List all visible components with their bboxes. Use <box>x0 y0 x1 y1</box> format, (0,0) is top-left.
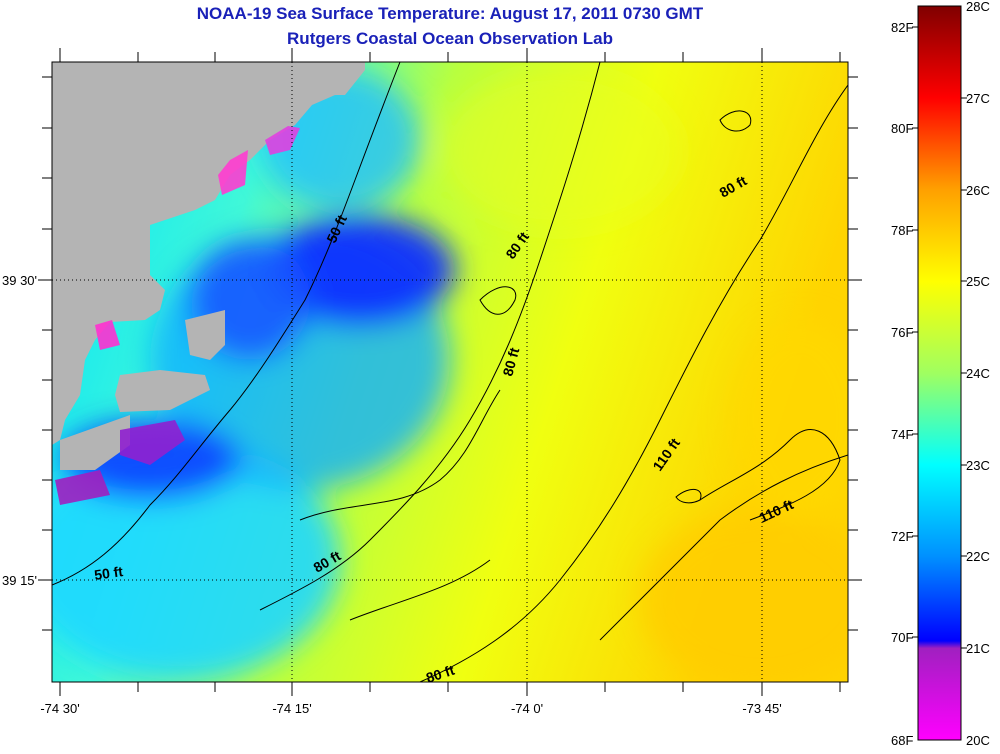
bathymetry-contours <box>52 62 848 682</box>
colorbar-label-c: 21C <box>966 641 990 656</box>
colorbar-label-c: 25C <box>966 274 990 289</box>
map-frame <box>51 61 849 683</box>
map-title: NOAA-19 Sea Surface Temperature: August … <box>196 4 704 23</box>
colorbar-label-f: 82F <box>891 20 913 35</box>
lat-label: 39 15' <box>2 573 37 588</box>
contour-label: 80 ft <box>499 346 522 378</box>
colorbar-fahrenheit-labels: 82F 80F 78F 76F 74F 72F 70F 68F <box>891 20 913 748</box>
map-subtitle: Rutgers Coastal Ocean Observation Lab <box>287 29 613 48</box>
colorbar-label-f: 78F <box>891 223 913 238</box>
colorbar-label-c: 23C <box>966 458 990 473</box>
colorbar-label-f: 70F <box>891 630 913 645</box>
colorbar-label-c: 26C <box>966 183 990 198</box>
colorbar-celsius-labels: 28C 27C 26C 25C 24C 23C 22C 21C 20C <box>966 0 990 748</box>
colorbar-gradient <box>917 5 962 741</box>
temperature-colorbar: 82F 80F 78F 76F 74F 72F 70F 68F 28C 27C … <box>891 0 990 748</box>
lon-label: -74 15' <box>272 701 311 716</box>
lon-label: -74 0' <box>511 701 543 716</box>
longitude-axis-labels: -74 30' -74 15' -74 0' -73 45' <box>40 701 781 716</box>
lon-label: -74 30' <box>40 701 79 716</box>
colorbar-label-c: 20C <box>966 733 990 748</box>
map-gridlines <box>52 62 848 682</box>
nearshore-cold-fringe <box>55 126 300 505</box>
map-tick-marks <box>38 48 862 696</box>
lon-label: -73 45' <box>742 701 781 716</box>
latitude-axis-labels: 39 30' 39 15' <box>2 273 37 588</box>
colorbar-label-c: 24C <box>966 366 990 381</box>
sst-plot-area <box>52 62 848 682</box>
colorbar-label-f: 76F <box>891 325 913 340</box>
coastline-land <box>52 62 335 445</box>
colorbar-label-f: 68F <box>891 733 913 748</box>
colorbar-ticks <box>912 26 967 649</box>
colorbar-label-c: 27C <box>966 91 990 106</box>
lat-label: 39 30' <box>2 273 37 288</box>
contour-label: 50 ft <box>93 563 124 583</box>
colorbar-label-f: 80F <box>891 121 913 136</box>
colorbar-label-c: 22C <box>966 549 990 564</box>
colorbar-label-c: 28C <box>966 0 990 14</box>
colorbar-label-f: 72F <box>891 529 913 544</box>
colorbar-label-f: 74F <box>891 427 913 442</box>
